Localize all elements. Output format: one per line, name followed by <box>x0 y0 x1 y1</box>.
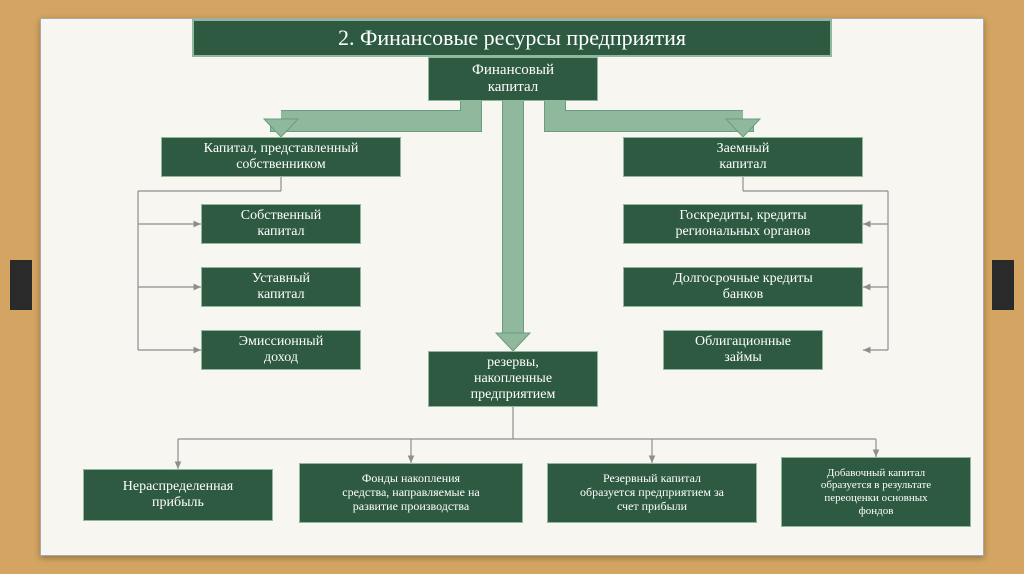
node-bot3: Резервный капиталобразуется предприятием… <box>547 463 757 523</box>
node-line: средства, направляемые на <box>342 486 479 500</box>
node-right1: Заемныйкапитал <box>623 137 863 177</box>
node-line: банков <box>723 287 764 303</box>
node-right4: Облигационныезаймы <box>663 330 823 370</box>
node-line: Заемный <box>717 141 770 157</box>
node-line: собственником <box>236 157 326 173</box>
node-left3: Уставныйкапитал <box>201 267 361 307</box>
slide-canvas: 2. Финансовые ресурсы предприятия Финанс… <box>40 18 984 556</box>
node-left2: Собственныйкапитал <box>201 204 361 244</box>
node-root: Финансовыйкапитал <box>428 57 598 101</box>
node-line: капитал <box>719 157 766 173</box>
node-line: прибыль <box>152 495 204 511</box>
node-line: Нераспределенная <box>123 479 233 495</box>
node-line: образуется предприятием за <box>580 486 724 500</box>
node-line: резервы, <box>487 355 539 371</box>
node-bot4: Добавочный капиталобразуется в результат… <box>781 457 971 527</box>
node-bot2: Фонды накоплениясредства, направляемые н… <box>299 463 523 523</box>
node-line: переоценки основных <box>824 492 927 505</box>
node-line: развитие производства <box>353 500 469 514</box>
node-line: Облигационные <box>695 334 791 350</box>
binder-tab-right <box>992 260 1014 310</box>
node-right2: Госкредиты, кредитырегиональных органов <box>623 204 863 244</box>
node-line: Собственный <box>241 208 321 224</box>
node-right3: Долгосрочные кредитыбанков <box>623 267 863 307</box>
node-line: Эмиссионный <box>239 334 323 350</box>
node-line: Капитал, представленный <box>204 141 359 157</box>
slide-title: 2. Финансовые ресурсы предприятия <box>192 19 832 57</box>
node-line: капитал <box>257 287 304 303</box>
node-line: счет прибыли <box>617 500 687 514</box>
binder-tab-left <box>10 260 32 310</box>
node-left4: Эмиссионныйдоход <box>201 330 361 370</box>
node-line: займы <box>724 350 762 366</box>
node-line: Финансовый <box>472 62 554 79</box>
node-line: фондов <box>859 505 894 518</box>
node-line: накопленные <box>474 371 552 387</box>
node-line: капитал <box>257 224 304 240</box>
node-line: доход <box>264 350 298 366</box>
node-line: Долгосрочные кредиты <box>673 271 813 287</box>
node-center: резервы,накопленныепредприятием <box>428 351 598 407</box>
node-line: Резервный капитал <box>603 472 701 486</box>
node-line: капитал <box>488 79 539 96</box>
node-line: Фонды накопления <box>362 472 460 486</box>
node-line: предприятием <box>471 387 556 403</box>
node-line: Госкредиты, кредиты <box>679 208 806 224</box>
node-left1: Капитал, представленныйсобственником <box>161 137 401 177</box>
node-line: региональных органов <box>675 224 810 240</box>
node-line: Уставный <box>252 271 310 287</box>
node-bot1: Нераспределеннаяприбыль <box>83 469 273 521</box>
node-line: Добавочный капитал <box>827 467 925 480</box>
node-line: образуется в результате <box>821 479 931 492</box>
slide-title-text: 2. Финансовые ресурсы предприятия <box>338 25 686 51</box>
